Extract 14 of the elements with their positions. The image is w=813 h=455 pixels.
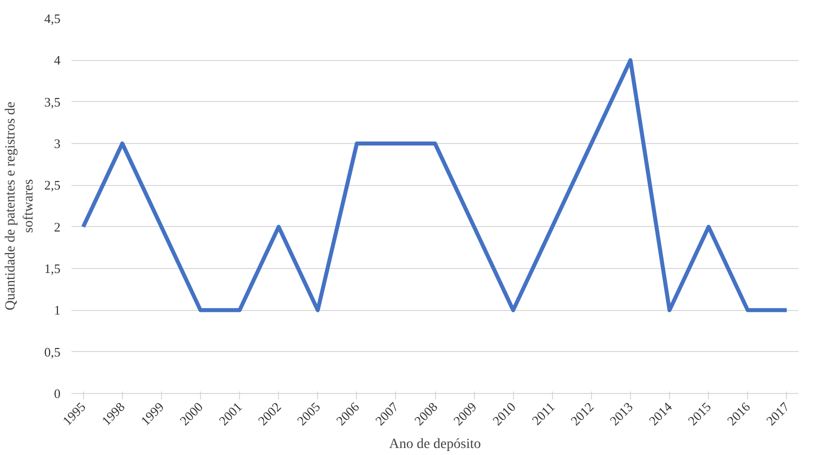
y-tick-label: 3: [54, 136, 60, 151]
x-tick-label: 2011: [528, 399, 558, 428]
y-tick-label: 2: [54, 219, 60, 234]
y-tick-label: 4: [54, 52, 61, 68]
line-series: [81, 58, 789, 312]
y-tick-label: 4,5: [44, 11, 60, 26]
y-tick-label: 3,5: [44, 94, 60, 110]
y-tick-label: 1,5: [44, 261, 60, 276]
x-axis-title: Ano de depósito: [389, 437, 481, 452]
y-tick-label: 0: [54, 386, 60, 401]
y-tick-label: 2,5: [44, 178, 60, 193]
y-axis-title: Quantidade de patentes e registros de softwares: [3, 102, 36, 310]
y-tick-label: 0,5: [44, 344, 60, 360]
y-tick-label: 1: [54, 302, 60, 318]
